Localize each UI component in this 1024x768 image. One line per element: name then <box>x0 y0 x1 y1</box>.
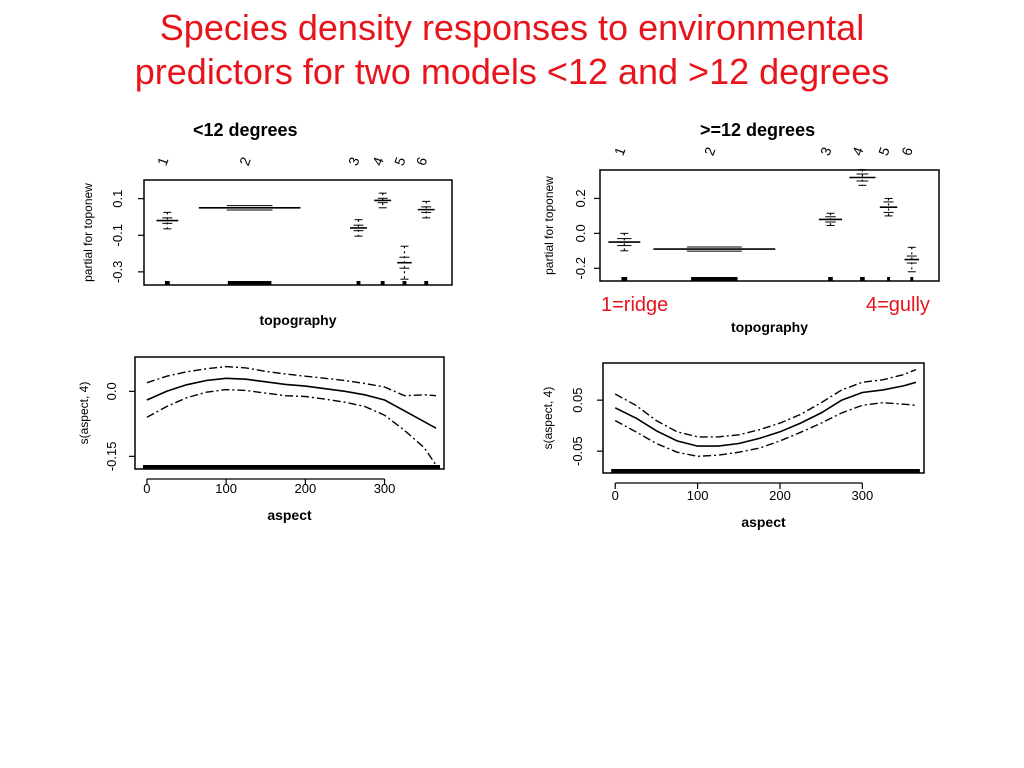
y-tick-label: 0.0 <box>573 224 588 242</box>
x-tick-label: 200 <box>769 488 791 503</box>
rug-mark <box>227 281 272 285</box>
rug-mark <box>380 281 385 285</box>
topography-plot-lt12: 0.1 -0.1 -0.3 partial for toponew topography… <box>81 155 453 328</box>
slide-title: Species density responses to environment… <box>0 6 1024 94</box>
rug-mark <box>164 281 170 285</box>
rug-mark <box>142 465 441 469</box>
y-tick-label: -0.15 <box>104 442 119 472</box>
category-label: 5 <box>391 155 409 168</box>
category-label: 1 <box>611 145 629 158</box>
x-tick-label: 0 <box>612 488 619 503</box>
x-tick-label: 300 <box>851 488 873 503</box>
y-axis-label: s(aspect, 4) <box>77 382 91 445</box>
upper-band-line <box>614 368 917 438</box>
rug-mark <box>424 281 429 285</box>
category-label: 1 <box>154 155 172 168</box>
x-tick-label: 0 <box>143 481 150 496</box>
category-label: 4 <box>849 145 867 158</box>
y-tick-label: -0.2 <box>573 257 588 279</box>
smooth-fit-line <box>146 377 437 429</box>
rug-mark <box>402 281 407 285</box>
x-tick-label: 300 <box>374 481 396 496</box>
category-label: 6 <box>898 145 916 158</box>
rug-mark <box>860 277 865 281</box>
y-tick-label: -0.3 <box>110 261 125 283</box>
x-axis-label: aspect <box>267 507 312 523</box>
plot-frame <box>599 169 940 282</box>
plot-frame <box>602 362 925 474</box>
x-axis-label: topography <box>260 312 337 328</box>
ridge-note: 1=ridge <box>601 294 669 316</box>
upper-band-line <box>146 365 437 397</box>
plot-frame <box>143 179 453 286</box>
lower-band-line <box>146 388 437 466</box>
x-tick-label: 100 <box>215 481 237 496</box>
y-axis-label: s(aspect, 4) <box>541 387 555 450</box>
x-axis-label: aspect <box>741 514 786 530</box>
rug-mark <box>356 281 361 285</box>
rug-mark <box>828 277 833 281</box>
rug-mark <box>621 277 628 281</box>
rug-mark <box>691 277 738 281</box>
category-label: 5 <box>875 145 893 158</box>
y-tick-label: -0.05 <box>570 436 585 466</box>
x-axis-label: topography <box>731 319 808 335</box>
y-tick-label: 0.05 <box>570 387 585 412</box>
x-tick-label: 100 <box>687 488 709 503</box>
rug-mark <box>611 469 920 473</box>
x-tick-label: 200 <box>294 481 316 496</box>
right-column-heading: >=12 degrees <box>700 120 816 140</box>
category-label: 3 <box>345 155 363 168</box>
y-tick-label: 0.2 <box>573 189 588 207</box>
category-label: 4 <box>369 155 387 168</box>
y-tick-label: 0.1 <box>110 190 125 208</box>
rug-mark <box>887 277 890 281</box>
y-tick-label: -0.1 <box>110 224 125 246</box>
y-axis-label: partial for toponew <box>81 183 95 282</box>
aspect-plot-lt12: 0.0 -0.15 s(aspect, 4) aspect 0 100 200 300 <box>77 356 445 523</box>
y-axis-label: partial for toponew <box>542 176 556 275</box>
smooth-fit-line <box>614 381 917 447</box>
rug-mark <box>910 277 914 281</box>
lower-band-line <box>614 401 916 458</box>
topography-plot-ge12: 0.2 0.0 -0.2 partial for toponew topography 1… <box>542 145 940 335</box>
category-label: 2 <box>701 145 719 158</box>
aspect-plot-ge12: 0.05 -0.05 s(aspect, 4) aspect 0 100 200 300 <box>541 362 925 530</box>
y-tick-label: 0.0 <box>104 382 119 400</box>
slide-title-line-2: predictors for two models <12 and >12 de… <box>134 51 890 92</box>
left-column-heading: <12 degrees <box>193 120 298 140</box>
category-label: 3 <box>817 145 835 158</box>
category-label: 2 <box>236 155 254 168</box>
category-label: 6 <box>413 155 431 168</box>
slide-title-line-1: Species density responses to environment… <box>159 7 865 48</box>
gully-note: 4=gully <box>866 294 930 316</box>
